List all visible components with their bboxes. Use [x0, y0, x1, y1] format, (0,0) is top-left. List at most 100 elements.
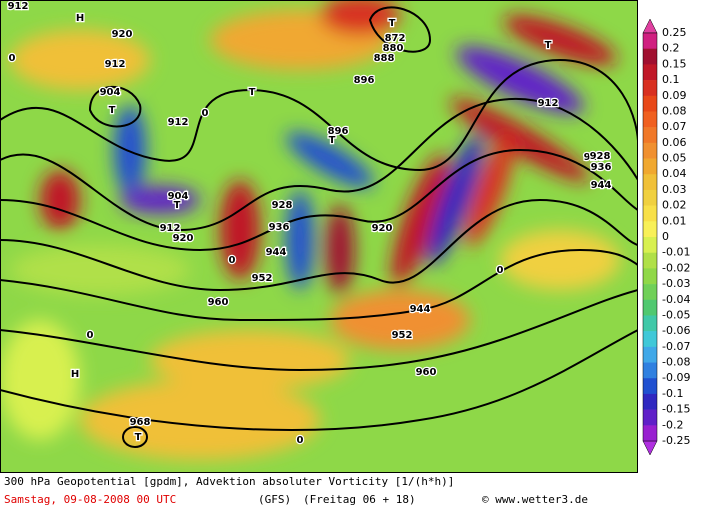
contour-label: 872	[385, 33, 406, 44]
contour-label: 936	[591, 162, 612, 173]
colorbar-segment	[643, 393, 657, 410]
contour-label: 968	[130, 417, 151, 428]
contour-label: T	[109, 105, 116, 116]
contour-label: 928	[272, 200, 293, 211]
contour-label: 944	[591, 180, 612, 191]
contour-label: 896	[328, 126, 349, 137]
contour-label: 936	[269, 222, 290, 233]
contour-label: T	[135, 432, 142, 443]
contour-label: 0	[297, 435, 304, 446]
contour-label: 912	[168, 117, 189, 128]
contour-label: 0	[9, 53, 16, 64]
colorbar-label: 0.07	[662, 120, 687, 133]
contour-label: 904	[100, 87, 121, 98]
colorbar-frame	[642, 32, 658, 442]
colorbar: 0.25 0.2 0.15 0.1 0.09 0.08 0.07 0.06 0.05 0.04 0.…	[642, 18, 690, 456]
colorbar-segment	[643, 189, 657, 206]
colorbar-top-arrow	[642, 18, 658, 34]
colorbar-label: 0.2	[662, 42, 680, 55]
colorbar-segment	[643, 95, 657, 112]
map: 9129129129129129209209209289289369449529…	[0, 0, 638, 473]
colorbar-segment	[643, 252, 657, 269]
colorbar-label: -0.08	[662, 356, 690, 369]
contour-label: 0	[202, 108, 209, 119]
colorbar-segment	[643, 158, 657, 175]
contour-label: 928	[584, 152, 605, 163]
colorbar-label: -0.04	[662, 293, 690, 306]
colorbar-label: 0.04	[662, 167, 687, 180]
colorbar-segment	[643, 237, 657, 253]
colorbar-label: -0.15	[662, 403, 690, 416]
contour-label: 904	[168, 191, 189, 202]
contour-label: 0	[497, 265, 504, 276]
contour-label: 912	[8, 1, 29, 12]
colorbar-segment	[643, 111, 657, 128]
contour-label: T	[329, 135, 336, 146]
colorbar-label: -0.2	[662, 418, 683, 431]
colorbar-segment	[643, 142, 657, 159]
contour-label: 888	[374, 53, 395, 64]
contour-label: 944	[266, 247, 287, 258]
colorbar-label: -0.01	[662, 246, 690, 259]
colorbar-segment	[643, 174, 657, 191]
contour-label: 920	[372, 223, 393, 234]
colorbar-segment	[643, 425, 657, 442]
contour-label: 952	[252, 273, 273, 284]
map-frame	[0, 0, 638, 473]
contour-label: H	[76, 13, 84, 24]
colorbar-segment	[643, 205, 657, 222]
contour-label: 928	[590, 151, 611, 162]
colorbar-segment	[643, 127, 657, 144]
colorbar-label: 0.05	[662, 152, 687, 165]
colorbar-segment	[643, 64, 657, 81]
contour-label: 0	[229, 255, 236, 266]
colorbar-label: 0.03	[662, 183, 687, 196]
colorbar-label: -0.07	[662, 340, 690, 353]
footer-credit: © www.wetter3.de	[482, 493, 588, 506]
contour-label: T	[249, 87, 256, 98]
colorbar-label: -0.03	[662, 277, 690, 290]
colorbar-segment	[643, 315, 657, 332]
contour-label: 896	[354, 75, 375, 86]
colorbar-label: 0.02	[662, 199, 687, 212]
colorbar-segment	[643, 331, 657, 348]
contour-label: T	[545, 40, 552, 51]
colorbar-label: -0.05	[662, 308, 690, 321]
colorbar-label: 0.15	[662, 57, 687, 70]
colorbar-label: 0.06	[662, 136, 687, 149]
contour-label: 0	[87, 330, 94, 341]
contour-label: 960	[416, 367, 437, 378]
contour-label: 960	[208, 297, 229, 308]
geopotential-contours	[0, 6, 638, 448]
colorbar-segment	[643, 299, 657, 316]
footer-date: Samstag, 09-08-2008 00 UTC	[4, 493, 176, 506]
colorbar-segment	[643, 346, 657, 363]
contour-label: 920	[173, 233, 194, 244]
colorbar-label: -0.02	[662, 261, 690, 274]
contour-label: 952	[392, 330, 413, 341]
colorbar-segment	[643, 378, 657, 395]
contour-label: T	[174, 200, 181, 211]
footer-run: (Freitag 06 + 18)	[303, 493, 416, 506]
contour-label: 944	[410, 304, 431, 315]
colorbar-label: 0.1	[662, 73, 680, 86]
colorbar-segment	[643, 362, 657, 379]
colorbar-segment	[643, 48, 657, 65]
colorbar-segment	[643, 33, 657, 49]
contour-label: 912	[105, 59, 126, 70]
colorbar-label: 0.25	[662, 26, 687, 39]
vorticity-field	[0, 0, 620, 460]
colorbar-segment	[643, 80, 657, 97]
colorbar-label: -0.25	[662, 434, 690, 447]
colorbar-segment	[643, 284, 657, 301]
colorbar-label: -0.09	[662, 371, 690, 384]
colorbar-label: 0.08	[662, 104, 687, 117]
contour-label: 912	[160, 223, 181, 234]
contour-label: 920	[112, 29, 133, 40]
colorbar-segment	[643, 409, 657, 426]
colorbar-segment	[643, 221, 657, 238]
colorbar-label: -0.1	[662, 387, 683, 400]
colorbar-label: -0.06	[662, 324, 690, 337]
colorbar-label: 0.09	[662, 89, 687, 102]
